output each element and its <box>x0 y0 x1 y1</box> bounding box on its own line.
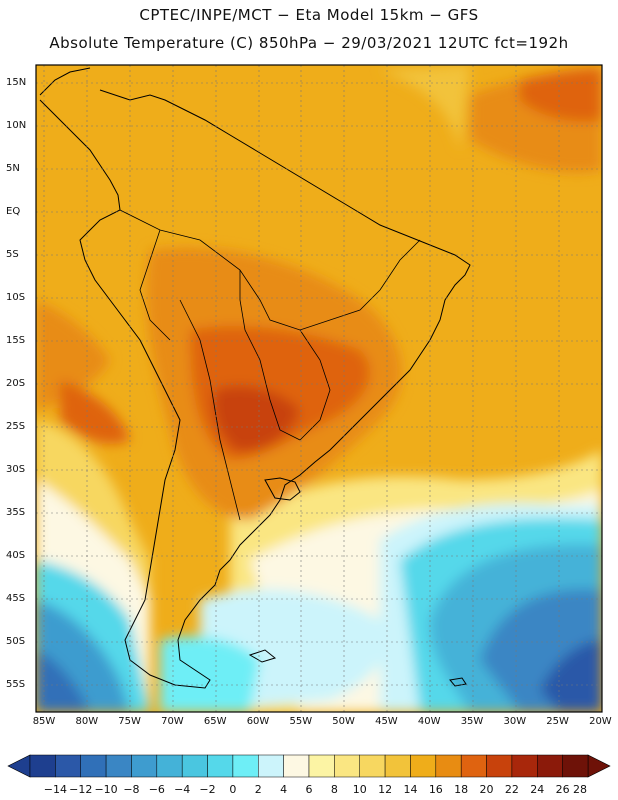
colorbar-cell <box>384 754 411 778</box>
colorbar-label: 22 <box>504 783 519 796</box>
temperature-field <box>36 65 602 712</box>
colorbar-cell <box>156 754 183 778</box>
colorbar-label: 12 <box>378 783 393 796</box>
gridlines <box>36 65 602 712</box>
lon-label: 40W <box>417 716 441 727</box>
colorbar-label: 2 <box>254 783 262 796</box>
colorbar-cell <box>435 754 462 778</box>
lon-label: 65W <box>203 716 227 727</box>
colorbar-label: 16 <box>428 783 443 796</box>
lat-label: 30S <box>6 464 26 475</box>
colorbar-label: −2 <box>199 783 216 796</box>
lon-label: 30W <box>503 716 527 727</box>
lon-label: 60W <box>246 716 270 727</box>
colorbar-low-arrow <box>7 754 31 778</box>
colorbar-cell <box>105 754 132 778</box>
colorbar-label: 6 <box>305 783 313 796</box>
colorbar-label: 28 <box>573 783 587 796</box>
map-frame <box>35 64 603 713</box>
lon-label: 75W <box>118 716 141 727</box>
colorbar-cell <box>359 754 386 778</box>
lon-label: 45W <box>375 716 398 727</box>
lat-label: 15N <box>6 77 27 88</box>
colorbar-cell <box>207 754 234 778</box>
lat-label: 35S <box>6 507 26 518</box>
colorbar-label: −10 <box>94 783 118 796</box>
colorbar-cell <box>308 754 335 778</box>
lat-label: 50S <box>6 636 26 647</box>
colorbar-label: −12 <box>69 783 93 796</box>
lon-label: 50W <box>332 716 355 727</box>
colorbar-cell <box>486 754 513 778</box>
lon-label: 85W <box>32 716 56 727</box>
colorbar-cell <box>283 754 310 778</box>
colorbar-cell <box>131 754 158 778</box>
colorbar-label: −6 <box>148 783 165 796</box>
colorbar-label: 4 <box>280 783 288 796</box>
colorbar-high-arrow <box>587 754 611 778</box>
colorbar-label: 24 <box>530 783 545 796</box>
lon-label: 25W <box>546 716 569 727</box>
colorbar-label: 20 <box>479 783 494 796</box>
colorbar-label: 0 <box>229 783 237 796</box>
title-line-2: Absolute Temperature (C) 850hPa − 29/03/… <box>49 34 569 52</box>
colorbar-label: 8 <box>330 783 338 796</box>
colorbar-label: 14 <box>403 783 418 796</box>
colorbar-cell <box>29 754 56 778</box>
lat-label: 10S <box>6 292 26 303</box>
colorbar-cell <box>334 754 360 778</box>
colorbar-label: 18 <box>454 783 469 796</box>
colorbar-cell <box>410 754 437 778</box>
lat-label: 45S <box>6 593 26 604</box>
lat-label: 55S <box>6 679 26 690</box>
colorbar-cell <box>460 754 487 778</box>
colorbar <box>7 754 611 778</box>
lat-label: 10N <box>6 120 27 131</box>
lat-label: EQ <box>6 206 21 217</box>
coastlines <box>39 67 471 689</box>
colorbar-cell <box>258 754 284 778</box>
lat-label: 15S <box>6 335 26 346</box>
title-line-1: CPTEC/INPE/MCT − Eta Model 15km − GFS <box>139 6 479 24</box>
lat-label: 20S <box>6 378 26 389</box>
lon-label: 55W <box>289 716 313 727</box>
lat-label: 40S <box>6 550 26 561</box>
lat-label: 25S <box>6 421 26 432</box>
colorbar-cell <box>562 754 589 778</box>
colorbar-label: −14 <box>43 783 67 796</box>
colorbar-label: −4 <box>174 783 191 796</box>
colorbar-cell <box>511 754 538 778</box>
colorbar-cell <box>181 754 208 778</box>
colorbar-label: 10 <box>352 783 367 796</box>
lat-label: 5S <box>6 249 19 260</box>
lon-label: 70W <box>161 716 184 727</box>
colorbar-label: 26 <box>555 783 570 796</box>
colorbar-cell <box>537 754 563 778</box>
lon-label: 20W <box>589 716 612 727</box>
lat-label: 5N <box>6 163 20 174</box>
colorbar-label: −8 <box>123 783 140 796</box>
lon-label: 80W <box>75 716 99 727</box>
lon-label: 35W <box>460 716 484 727</box>
colorbar-cell <box>232 754 259 778</box>
colorbar-cell <box>80 754 107 778</box>
colorbar-cell <box>55 754 81 778</box>
country-borders <box>119 209 421 521</box>
